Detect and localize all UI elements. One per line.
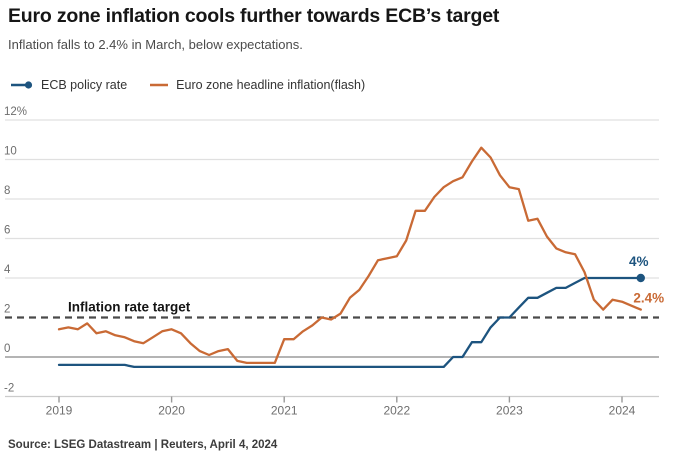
- x-axis-tick-label: 2024: [609, 404, 636, 418]
- page-title: Euro zone inflation cools further toward…: [8, 5, 500, 27]
- x-axis-tick-label: 2020: [158, 404, 185, 418]
- series-end-value-label: 2.4%: [633, 291, 664, 306]
- legend-label: Euro zone headline inflation(flash): [176, 78, 366, 92]
- y-axis-tick-label: 10: [4, 146, 17, 158]
- chart-subtitle: Inflation falls to 2.4% in March, below …: [8, 37, 303, 52]
- series-end-dot: [636, 273, 645, 283]
- x-axis-tick-label: 2019: [46, 404, 73, 418]
- x-axis-tick-label: 2021: [271, 404, 298, 418]
- y-axis-tick-label: -2: [4, 383, 14, 395]
- line-dot-legend-icon: [11, 81, 33, 89]
- y-axis-tick-label: 0: [4, 343, 10, 355]
- y-axis-tick-label: 2: [4, 304, 10, 316]
- y-axis-tick-label: 12%: [4, 106, 27, 118]
- legend-item-ecb-policy-rate: ECB policy rate: [10, 78, 127, 92]
- series-line-policy-rate: [57, 276, 642, 369]
- chart-svg: -2 0 2 4 6 8 10 12% 2019 2020 2021 2022 2023 2024 Infl…: [4, 106, 664, 418]
- legend-label: ECB policy rate: [41, 78, 128, 92]
- line-legend-icon: [150, 83, 169, 87]
- inflation-target-label: Inflation rate target: [68, 300, 191, 315]
- source-note: Source: LSEG Datastream | Reuters, April…: [8, 439, 278, 451]
- y-axis-tick-label: 4: [4, 264, 11, 276]
- x-axis-tick-label: 2022: [383, 404, 410, 418]
- y-axis-tick-label: 8: [4, 185, 10, 197]
- x-axis-tick-label: 2023: [496, 404, 523, 418]
- series-end-value-label: 4%: [629, 254, 649, 269]
- y-axis-tick-label: 6: [4, 225, 10, 237]
- legend-item-headline-inflation: Euro zone headline inflation(flash): [149, 78, 365, 92]
- series-line-inflation: [57, 146, 642, 365]
- chart-legend: ECB policy rate Euro zone headline infla…: [10, 78, 365, 92]
